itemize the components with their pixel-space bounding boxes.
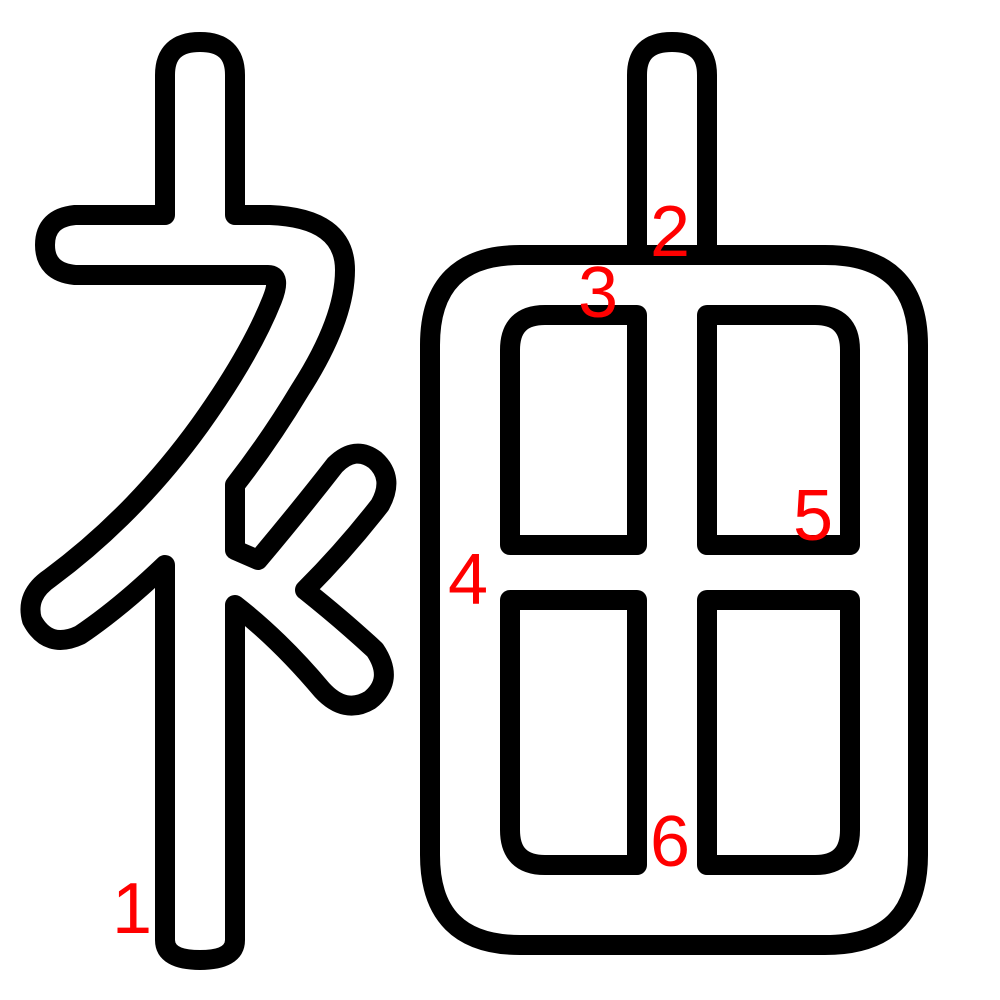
radical-vertical-stroke <box>20 32 397 970</box>
center-vertical-top <box>627 32 717 265</box>
left-radical <box>20 32 397 970</box>
enclosing-frame <box>420 245 928 955</box>
stroke-number-3: 3 <box>578 253 618 333</box>
stroke-number-2: 2 <box>650 192 690 272</box>
right-component <box>420 32 928 955</box>
stroke-number-5: 5 <box>793 476 833 556</box>
stroke-number-4: 4 <box>448 540 488 620</box>
stroke-number-1: 1 <box>112 869 152 949</box>
stroke-order-labels: 1 2 3 4 5 6 <box>112 192 833 949</box>
stroke-number-6: 6 <box>650 802 690 882</box>
